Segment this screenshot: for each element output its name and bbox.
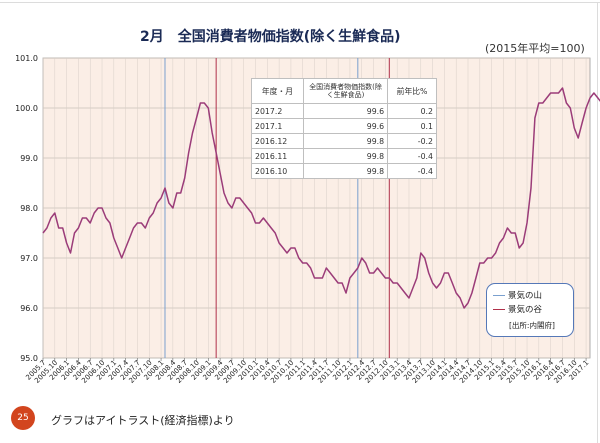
slide-frame-right [597, 2, 598, 443]
recent-values-table: 年度・月 全国消費者物価指数(除く生鮮食品) 前年比% 2017.2 99.6 … [251, 78, 437, 179]
table-header-value: 全国消費者物価指数(除く生鮮食品) [302, 78, 389, 104]
table-row: 2016.10 99.8 -0.4 [251, 163, 437, 179]
table-row: 2017.2 99.6 0.2 [251, 103, 437, 119]
table-cell-date: 2017.2 [251, 103, 304, 119]
table-cell-yoy: 0.1 [387, 118, 437, 134]
legend-swatch-peak [493, 295, 505, 296]
y-tick-label: 96.0 [20, 304, 38, 313]
slide-frame-top [0, 2, 600, 3]
table-cell-date: 2016.11 [251, 148, 304, 164]
table-cell-value: 99.8 [302, 148, 389, 164]
y-tick-label: 100.0 [15, 104, 38, 113]
footer-note: グラフはアイトラスト(経済指標)より [51, 414, 235, 427]
y-tick-label: 97.0 [20, 254, 38, 263]
legend-label-trough: 景気の谷 [508, 305, 543, 315]
series-line-cpi [42, 87, 600, 309]
table-cell-value: 99.6 [302, 118, 389, 134]
table-cell-value: 99.8 [302, 133, 389, 149]
table-row: 2016.11 99.8 -0.4 [251, 148, 437, 164]
table-cell-yoy: 0.2 [387, 103, 437, 119]
y-tick-label: 98.0 [20, 204, 38, 213]
table-header-date: 年度・月 [251, 78, 304, 104]
base-year-note: (2015年平均=100) [485, 42, 585, 55]
table-header-row: 年度・月 全国消費者物価指数(除く生鮮食品) 前年比% [251, 78, 437, 104]
table-cell-yoy: -0.4 [387, 163, 437, 179]
y-tick-label: 95.0 [20, 354, 38, 363]
table-cell-date: 2016.12 [251, 133, 304, 149]
y-tick-label: 101.0 [15, 54, 38, 63]
table-cell-date: 2016.10 [251, 163, 304, 179]
table-cell-value: 99.8 [302, 163, 389, 179]
table-cell-value: 99.6 [302, 103, 389, 119]
chart-title: 2月 全国消費者物価指数(除く生鮮食品) [140, 26, 401, 46]
legend-label-peak: 景気の山 [508, 291, 543, 301]
legend-source: [出所:内閣府] [509, 321, 555, 330]
legend: 景気の山 景気の谷 [出所:内閣府] [486, 283, 574, 337]
table-header-yoy: 前年比% [387, 78, 437, 104]
y-tick-label: 99.0 [20, 154, 38, 163]
table-cell-yoy: -0.2 [387, 133, 437, 149]
title-month: 2月 [140, 29, 164, 45]
table-row: 2017.1 99.6 0.1 [251, 118, 437, 134]
table-row: 2016.12 99.8 -0.2 [251, 133, 437, 149]
table-cell-yoy: -0.4 [387, 148, 437, 164]
legend-item-trough: 景気の谷 [493, 304, 542, 316]
page-number-badge: 25 [11, 406, 35, 430]
legend-item-peak: 景気の山 [493, 290, 542, 302]
table-cell-date: 2017.1 [251, 118, 304, 134]
title-main: 全国消費者物価指数(除く生鮮食品) [177, 29, 401, 45]
legend-swatch-trough [493, 309, 505, 310]
